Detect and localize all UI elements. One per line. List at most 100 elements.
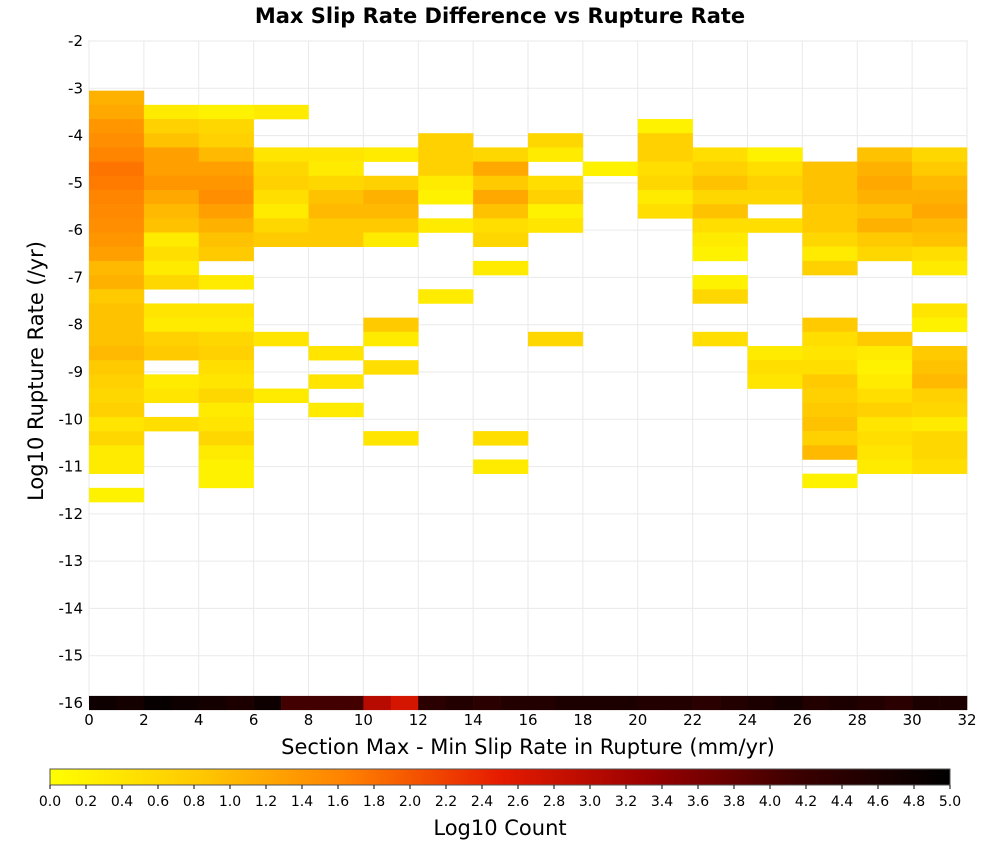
- heatmap-cell: [802, 317, 858, 333]
- y-tick-label: -8: [68, 316, 83, 334]
- heatmap-cell: [253, 388, 309, 404]
- heatmap-cell: [89, 275, 145, 290]
- heatmap-cell: [747, 360, 803, 375]
- bottom-row-cell: [445, 695, 474, 711]
- heatmap-cell: [363, 204, 419, 219]
- y-tick-label: -7: [68, 268, 83, 286]
- heatmap-cell: [692, 218, 748, 233]
- heatmap-cell: [747, 147, 803, 162]
- heatmap-cell: [363, 218, 419, 233]
- heatmap-cell: [912, 232, 968, 247]
- heatmap-cell: [912, 218, 968, 233]
- heatmap-cell: [912, 345, 968, 361]
- bottom-row-cell: [143, 695, 172, 711]
- colorbar-tick-label: 4.2: [795, 794, 817, 810]
- y-tick-labels: -2 -3 -4 -5 -6 -7 -8 -9 -10 -11 -12 -13 -14 -15 -16: [59, 32, 84, 712]
- y-tick-label: -2: [68, 32, 83, 50]
- chart-title: Max Slip Rate Difference vs Rupture Rate: [255, 4, 745, 28]
- heatmap-cell: [528, 189, 584, 205]
- heatmap-cell: [143, 416, 200, 432]
- heatmap-cell: [473, 431, 529, 446]
- heatmap-cell: [912, 189, 968, 205]
- heatmap-cell: [912, 374, 968, 389]
- x-tick-label: 20: [628, 711, 647, 729]
- heatmap-cell: [857, 374, 913, 389]
- heatmap-cell: [198, 445, 254, 460]
- heatmap-cell: [89, 402, 145, 418]
- heatmap-cell: [857, 388, 913, 404]
- heatmap-cell: [473, 459, 529, 474]
- heatmap-cell: [89, 487, 145, 503]
- heatmap-cell: [143, 218, 200, 233]
- x-tick-label: 28: [848, 711, 867, 729]
- y-tick-label: -14: [59, 599, 84, 617]
- heatmap-cell: [89, 104, 145, 120]
- heatmap-cell: [802, 204, 858, 219]
- x-tick-label: 10: [354, 711, 373, 729]
- heatmap-cell: [802, 445, 858, 460]
- heatmap-cell: [473, 260, 529, 276]
- heatmap-cell: [363, 360, 419, 375]
- bottom-row-cell: [171, 695, 200, 711]
- heatmap-cell: [802, 218, 858, 233]
- heatmap-cell: [637, 175, 693, 191]
- y-tick-label: -16: [59, 694, 84, 712]
- heatmap-cell: [253, 189, 309, 205]
- heatmap-cell: [143, 175, 200, 191]
- heatmap-cell: [418, 161, 474, 177]
- heatmap-cell: [363, 331, 419, 347]
- bottom-row-cell: [226, 695, 254, 711]
- heatmap-cell: [528, 331, 584, 347]
- heatmap-cell: [89, 246, 145, 262]
- heatmap-cell: [89, 388, 145, 404]
- bottom-row-cell: [363, 695, 392, 711]
- heatmap-cell: [802, 374, 858, 389]
- heatmap-cell: [857, 431, 913, 446]
- heatmap-cell: [308, 204, 364, 219]
- heatmap-cell: [473, 161, 529, 177]
- bottom-row-cell: [555, 695, 584, 711]
- heatmap-cell: [637, 119, 693, 134]
- heatmap-cell: [912, 317, 968, 333]
- heatmap-cell: [857, 204, 913, 219]
- colorbar-tick-label: 3.8: [723, 794, 745, 810]
- heatmap-cell: [747, 218, 803, 233]
- heatmap-cell: [198, 459, 254, 474]
- heatmap-cell: [528, 133, 584, 148]
- y-tick-label: -4: [68, 127, 83, 145]
- heatmap-cell: [802, 331, 858, 347]
- colorbar-tick-labels: 0.0 0.2 0.4 0.6 0.8 1.0 1.2 1.4 1.6 1.8 2.0 2.2 2.4 2…: [39, 785, 961, 810]
- bottom-row-cell: [390, 695, 419, 711]
- heatmap-cell: [89, 374, 145, 389]
- heatmap-cell: [198, 473, 254, 489]
- heatmap-cell: [198, 345, 254, 361]
- heatmap-cell: [198, 218, 254, 233]
- heatmap-cell: [308, 175, 364, 191]
- heatmap-cell: [857, 161, 913, 177]
- heatmap-cell: [802, 402, 858, 418]
- bottom-row-cells: [89, 695, 968, 711]
- heatmap-cell: [198, 374, 254, 389]
- heatmap-cell: [89, 161, 145, 177]
- x-tick-label: 2: [139, 711, 149, 729]
- heatmap-cell: [473, 189, 529, 205]
- colorbar-tick-label: 0.8: [183, 794, 205, 810]
- colorbar-tick-label: 4.0: [759, 794, 781, 810]
- x-tick-label: 12: [409, 711, 428, 729]
- heatmap-cell: [198, 175, 254, 191]
- heatmap-cell: [473, 175, 529, 191]
- heatmap-cell: [308, 345, 364, 361]
- heatmap-cell: [198, 189, 254, 205]
- heatmap-cell: [912, 431, 968, 446]
- heatmap-cell: [89, 119, 145, 134]
- heatmap-cell: [912, 260, 968, 276]
- heatmap-cell: [418, 147, 474, 162]
- heatmap-cell: [528, 218, 584, 233]
- x-tick-label: 16: [518, 711, 537, 729]
- colorbar-tick-label: 3.4: [651, 794, 673, 810]
- bottom-row-cell: [253, 695, 282, 711]
- heatmap-cell: [857, 147, 913, 162]
- x-tick-label: 32: [957, 711, 976, 729]
- heatmap-cell: [802, 416, 858, 432]
